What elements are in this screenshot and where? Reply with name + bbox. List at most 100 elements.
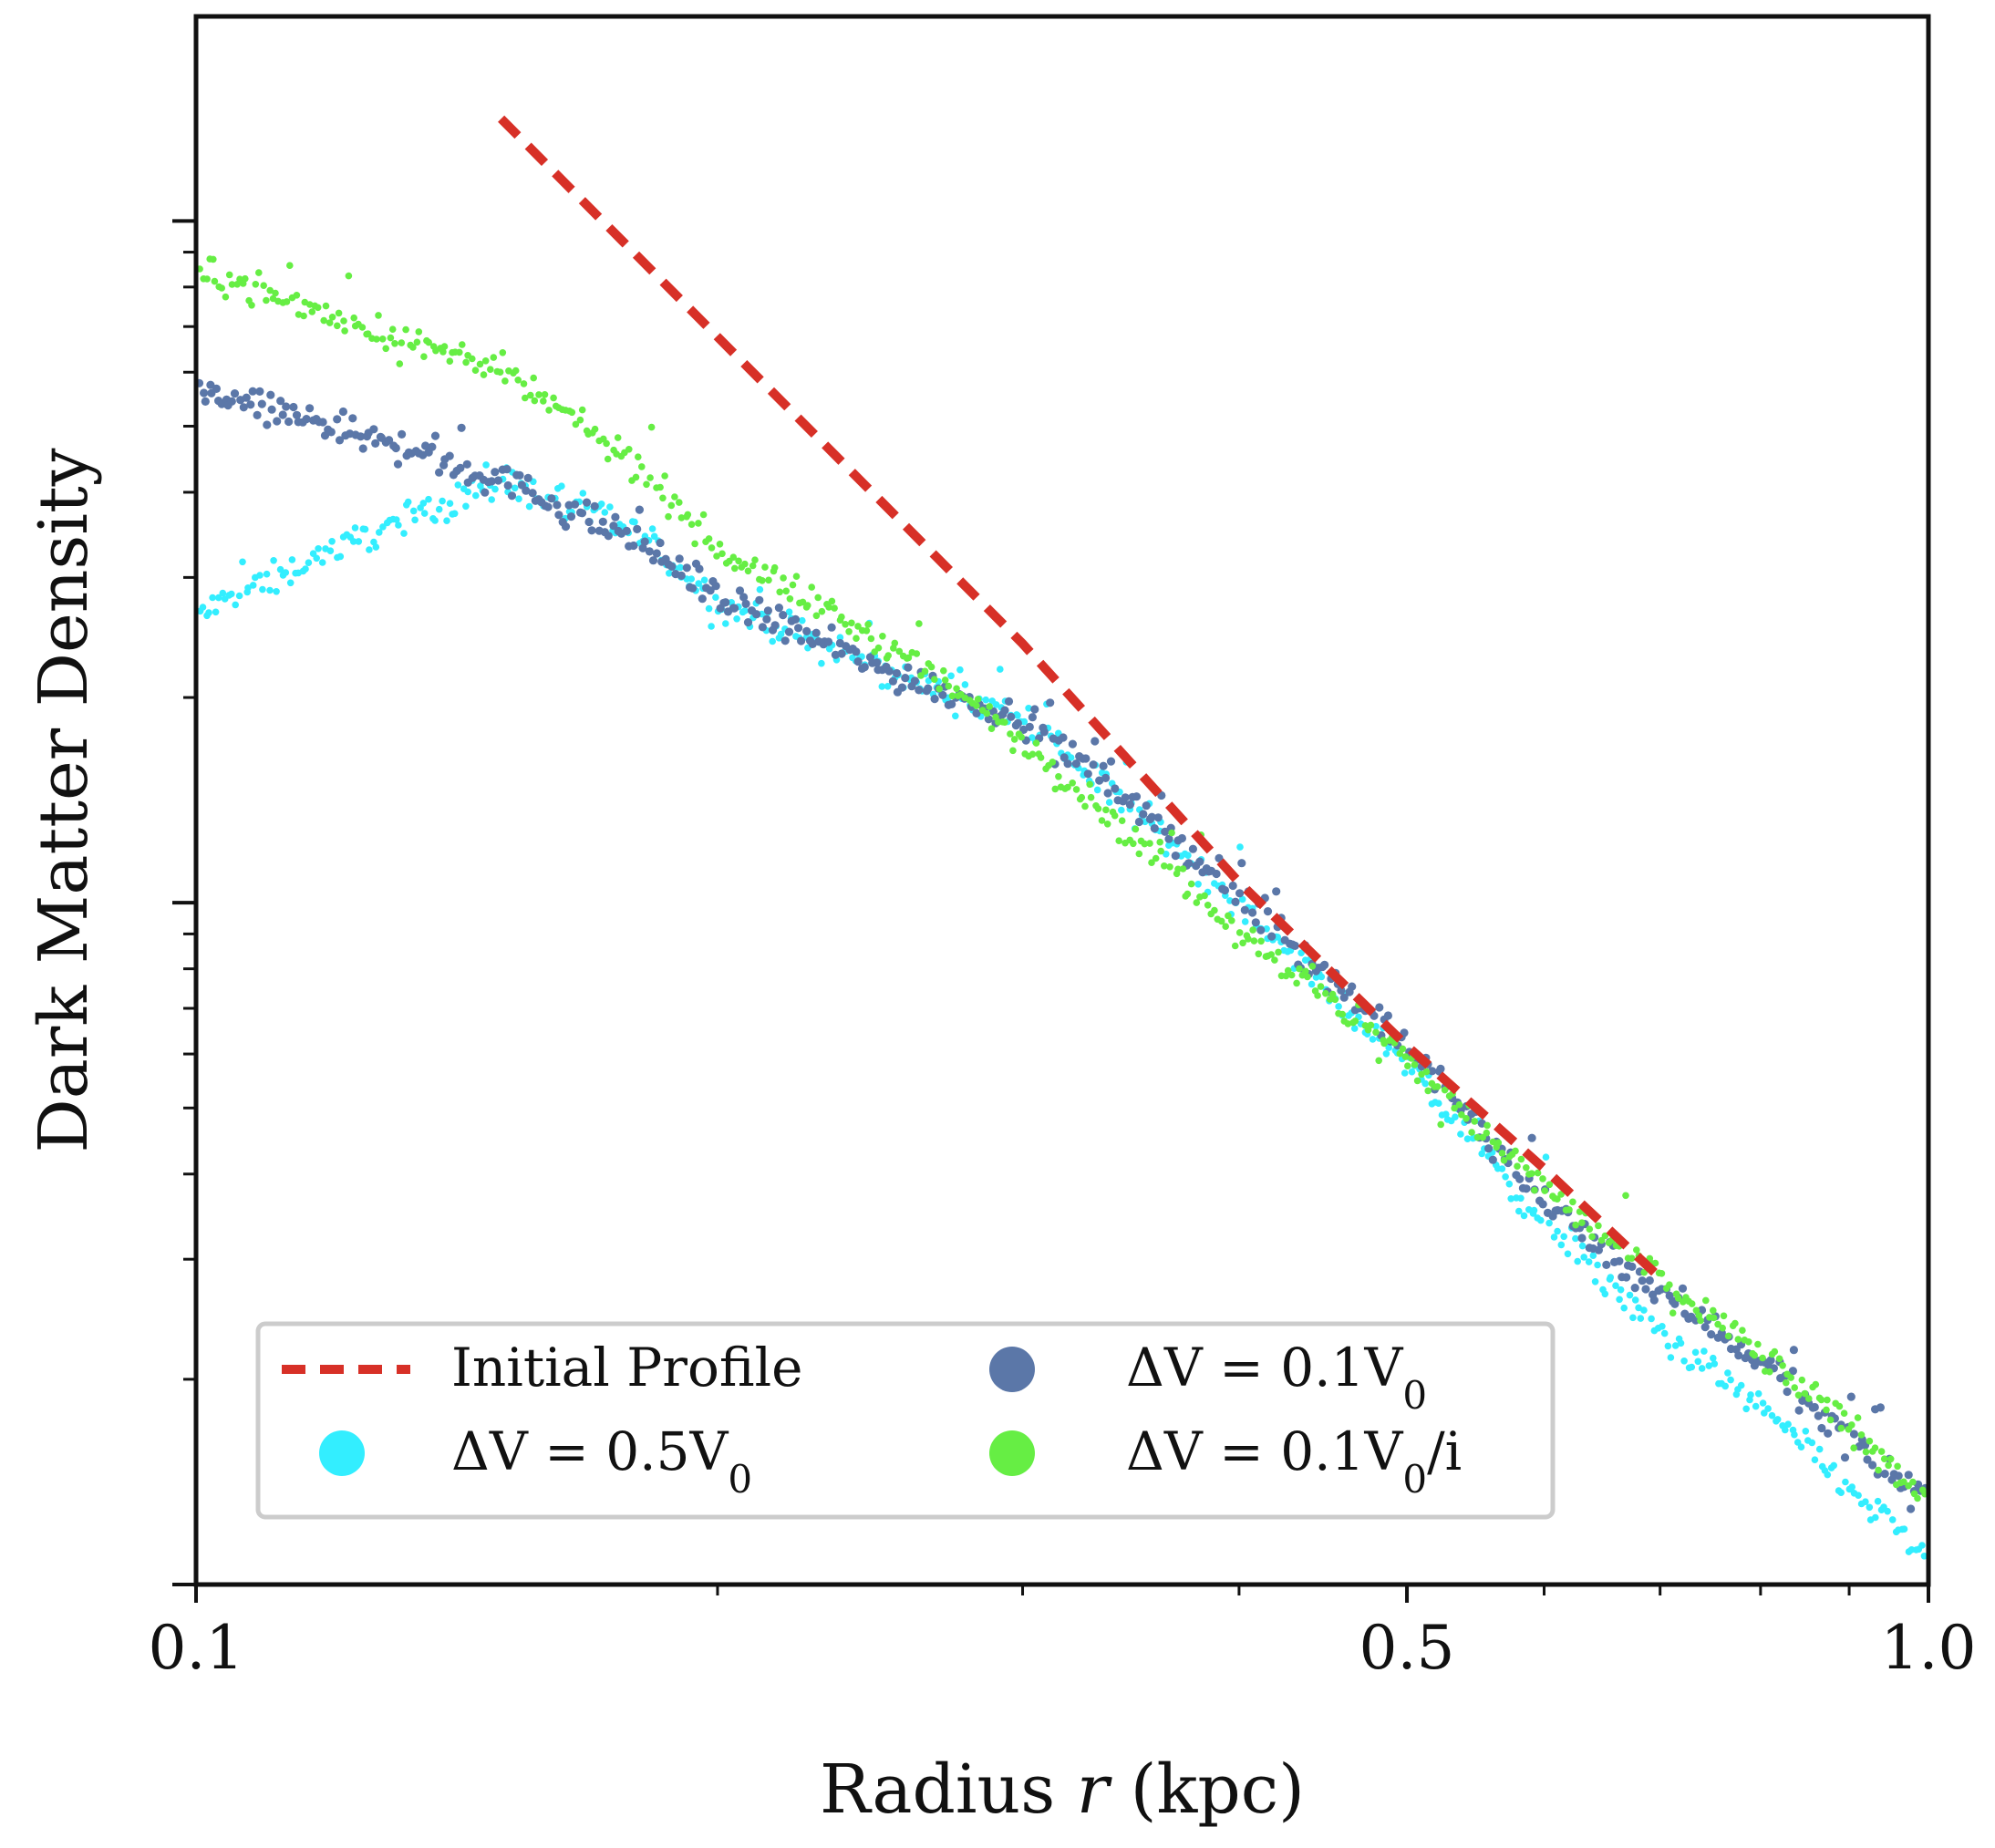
- x-axis-label-text: Radius: [820, 1750, 1077, 1829]
- data-point: [799, 598, 807, 606]
- data-point: [1148, 859, 1155, 866]
- data-point: [322, 302, 330, 310]
- data-point: [257, 399, 266, 408]
- data-point: [318, 418, 327, 427]
- data-point: [1020, 718, 1029, 726]
- data-point: [446, 500, 454, 507]
- data-point: [1602, 1260, 1611, 1269]
- data-point: [249, 582, 257, 589]
- data-point: [695, 580, 702, 587]
- data-point: [837, 649, 846, 658]
- data-point: [687, 575, 695, 583]
- data-point: [1580, 1254, 1587, 1261]
- data-point: [419, 500, 428, 507]
- data-point: [1248, 908, 1257, 917]
- data-point: [1458, 1110, 1465, 1119]
- data-point: [947, 699, 956, 709]
- data-point: [891, 639, 899, 647]
- data-point: [336, 552, 345, 561]
- data-point: [222, 293, 230, 301]
- data-point: [206, 380, 215, 389]
- data-point: [1007, 730, 1014, 738]
- data-point: [705, 604, 713, 613]
- data-point: [302, 415, 311, 424]
- data-point: [292, 410, 302, 419]
- data-point: [1111, 811, 1119, 820]
- data-point: [1802, 1428, 1810, 1435]
- data-point: [450, 510, 459, 518]
- data-point: [1489, 1138, 1497, 1146]
- data-point: [1578, 1219, 1586, 1226]
- data-point: [601, 509, 609, 516]
- data-point: [1000, 706, 1009, 715]
- data-point: [577, 509, 587, 518]
- data-point: [1105, 799, 1113, 806]
- data-point: [493, 476, 503, 485]
- data-point: [435, 468, 444, 477]
- data-point: [818, 659, 825, 667]
- data-point: [827, 623, 836, 632]
- data-point: [547, 494, 556, 503]
- data-point: [454, 481, 462, 489]
- data-point: [776, 588, 783, 596]
- data-point: [1842, 1478, 1849, 1486]
- data-point: [1572, 1234, 1579, 1243]
- data-point: [1884, 1507, 1891, 1515]
- data-point: [282, 569, 290, 576]
- data-point: [1640, 1268, 1648, 1276]
- data-point: [1779, 1362, 1786, 1369]
- data-point: [838, 613, 845, 621]
- data-point: [1064, 783, 1071, 791]
- data-point: [1339, 993, 1349, 1002]
- data-point: [531, 397, 539, 405]
- data-point: [242, 274, 249, 283]
- data-point: [578, 406, 586, 414]
- data-point: [398, 339, 406, 346]
- data-point: [393, 459, 403, 469]
- data-point: [1385, 1044, 1392, 1051]
- data-point: [808, 583, 815, 591]
- data-point: [1811, 1456, 1819, 1463]
- data-point: [1249, 926, 1256, 934]
- data-point: [528, 489, 537, 498]
- data-point: [648, 525, 656, 532]
- data-point: [211, 277, 219, 285]
- data-point: [1161, 862, 1168, 870]
- data-point: [895, 647, 904, 656]
- data-point: [863, 627, 871, 635]
- data-point: [770, 563, 779, 572]
- data-point: [1620, 1304, 1628, 1312]
- data-point: [831, 604, 838, 612]
- data-point: [842, 621, 849, 628]
- data-point: [1271, 956, 1278, 964]
- data-point: [1557, 1191, 1565, 1198]
- data-point: [1267, 951, 1275, 958]
- data-point: [1030, 705, 1039, 714]
- data-point: [503, 480, 512, 490]
- data-point: [987, 725, 996, 732]
- data-point: [1157, 847, 1164, 855]
- data-point: [1142, 801, 1151, 810]
- data-point: [335, 436, 345, 445]
- data-point: [1909, 1478, 1917, 1486]
- data-point: [428, 442, 437, 451]
- data-point: [735, 557, 742, 565]
- data-point: [1700, 1347, 1708, 1355]
- data-point: [1132, 825, 1140, 833]
- data-point: [1727, 1376, 1734, 1384]
- data-point: [892, 668, 902, 678]
- data-point: [1538, 1200, 1547, 1209]
- data-point: [293, 292, 301, 299]
- data-point: [570, 500, 580, 509]
- data-point: [1025, 705, 1032, 712]
- data-point: [1442, 1110, 1450, 1118]
- data-point: [860, 663, 869, 672]
- data-point: [1628, 1262, 1637, 1271]
- data-point: [514, 377, 522, 384]
- data-point: [1817, 1423, 1826, 1433]
- data-point: [1557, 1241, 1566, 1249]
- data-point: [541, 391, 549, 398]
- data-point: [1631, 1296, 1639, 1304]
- data-point: [1574, 1257, 1581, 1265]
- data-point: [212, 608, 220, 616]
